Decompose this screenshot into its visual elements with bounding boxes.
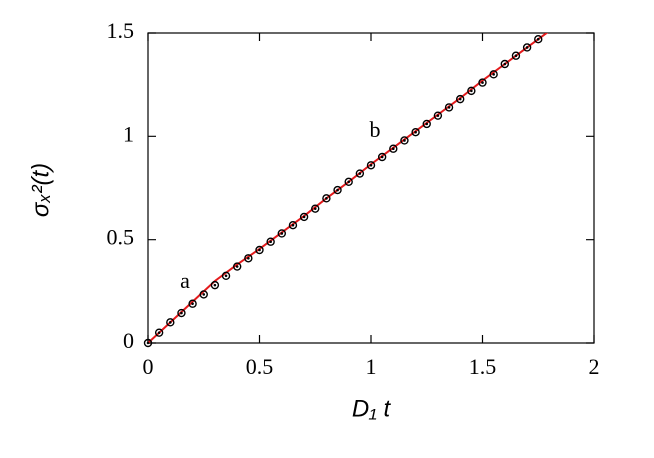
marker — [233, 262, 242, 271]
x-tick-label: 0 — [143, 354, 154, 379]
x-tick-label: 2 — [589, 354, 600, 379]
marker — [400, 136, 409, 145]
marker — [411, 128, 420, 137]
marker — [511, 51, 521, 60]
marker — [389, 144, 398, 153]
y-tick-label: 1 — [123, 121, 134, 146]
plot-frame — [147, 32, 595, 344]
marker — [188, 299, 197, 308]
marker — [444, 103, 454, 112]
marker — [154, 328, 164, 337]
marker — [456, 94, 465, 104]
series-line — [148, 33, 549, 343]
marker — [210, 280, 220, 290]
x-axis-label: D₁ t — [352, 395, 392, 422]
marker — [433, 111, 443, 120]
marker — [500, 59, 510, 69]
marker — [522, 43, 532, 52]
marker — [143, 338, 153, 348]
marker — [255, 245, 264, 255]
marker — [489, 70, 498, 79]
marker — [311, 204, 320, 213]
marker — [322, 194, 331, 203]
y-tick-label: 0 — [123, 328, 134, 353]
marker — [244, 254, 253, 263]
marker — [422, 119, 431, 129]
marker — [534, 35, 543, 44]
marker — [288, 221, 298, 230]
y-tick-label: 1.5 — [107, 18, 135, 43]
marker — [333, 185, 342, 195]
marker — [355, 169, 365, 178]
y-axis-label: σₓ²(t) — [27, 163, 54, 217]
marker — [366, 161, 376, 170]
marker — [177, 308, 186, 318]
marker — [377, 152, 387, 162]
annotation: b — [370, 117, 381, 142]
marker — [467, 86, 476, 96]
annotation: a — [180, 268, 190, 293]
y-tick-label: 0.5 — [107, 225, 135, 250]
marker — [344, 177, 353, 186]
marker — [277, 229, 287, 238]
marker — [299, 212, 309, 222]
marker — [221, 271, 231, 281]
x-tick-label: 1 — [366, 354, 377, 379]
x-tick-label: 0.5 — [246, 354, 274, 379]
x-tick-label: 1.5 — [469, 354, 497, 379]
marker — [199, 290, 208, 299]
marker — [166, 318, 175, 327]
marker — [266, 237, 275, 246]
marker — [478, 78, 487, 87]
